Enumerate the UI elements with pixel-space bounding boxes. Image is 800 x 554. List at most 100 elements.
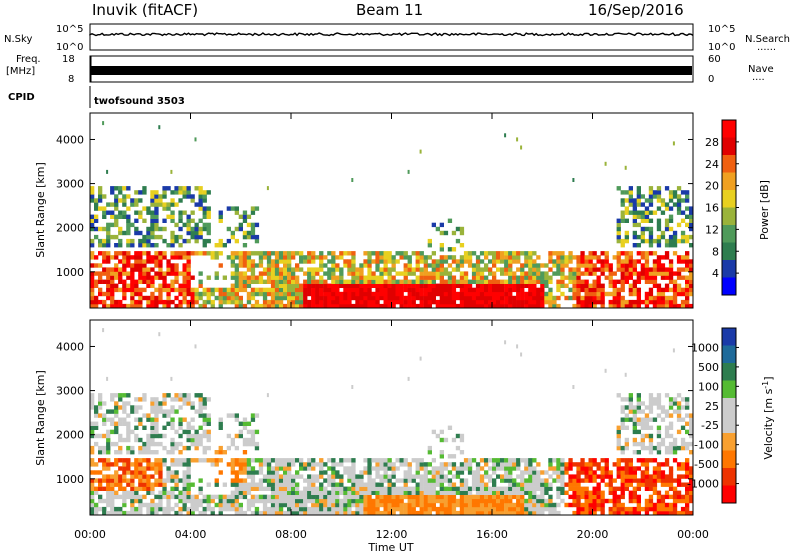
velocity-cell [178,441,183,447]
velocity-cell [391,486,396,491]
velocity-cell [532,474,537,479]
power-cell [274,279,280,284]
velocity-cell [443,494,449,500]
power-cell [479,279,485,284]
velocity-cell [351,478,356,483]
power-cell [636,275,641,280]
power-cell [206,226,211,232]
power-cell [206,295,211,301]
power-cell [512,283,517,288]
power-cell [471,275,477,280]
velocity-cell [447,502,453,508]
velocity-cell [307,486,312,491]
power-cell [102,121,105,126]
velocity-cell [407,466,412,471]
velocity-cell [516,486,521,491]
velocity-cell [371,510,376,516]
velocity-cell [496,506,501,512]
power-cell [234,263,239,268]
power-cell [564,275,569,280]
power-cell [202,226,207,232]
velocity-cell [198,441,203,447]
colorbar-swatch [722,363,736,381]
power-cell [536,291,541,297]
power-cell [142,271,147,276]
velocity-cell [524,498,529,504]
power-cell [632,291,637,297]
power-cell [403,263,408,268]
power-cell [122,267,127,272]
velocity-cell [274,490,280,495]
velocity-cell [238,433,243,439]
velocity-cell [447,486,453,491]
power-cell [158,202,163,207]
power-cell [319,283,324,288]
power-cell [170,169,173,174]
velocity-cell [443,474,449,479]
power-cell [222,295,227,301]
power-cell [114,202,119,207]
velocity-cell [556,494,561,500]
power-cell [138,279,143,284]
power-cell [395,291,400,297]
velocity-cell [407,462,412,467]
power-cell [668,271,674,276]
velocity-cell [672,502,678,508]
velocity-cell [102,474,107,479]
velocity-cell [652,397,658,402]
power-cell [488,271,493,276]
power-cell [118,230,123,236]
power-cell [110,210,115,215]
power-cell [439,279,444,284]
power-cell [660,303,666,309]
velocity-cell [689,433,694,439]
power-cell [186,251,191,256]
power-cell [238,303,243,309]
power-cell [616,279,621,284]
velocity-cell [624,397,629,402]
power-cell [331,259,336,264]
power-cell [90,186,95,191]
power-cell [680,267,686,272]
velocity-cell [206,482,211,487]
power-cell [620,238,625,244]
velocity-cell [170,506,175,512]
power-cell [411,299,416,305]
velocity-cell [475,470,481,475]
velocity-cell [636,417,641,422]
power-cell [419,283,424,288]
velocity-cell [628,470,633,475]
power-cell [624,165,627,170]
power-cell [504,255,509,260]
power-cell [427,238,432,244]
power-cell [359,291,364,297]
velocity-cell [327,494,332,500]
velocity-cell [262,462,268,467]
velocity-cell [315,502,320,508]
power-cell [620,259,625,264]
power-cell [146,230,151,236]
power-cell [94,271,99,276]
velocity-cell [355,478,360,483]
velocity-cell [315,506,320,512]
velocity-cell [584,498,589,504]
power-cell [427,283,432,288]
power-cell [182,271,187,276]
velocity-cell [524,490,529,495]
velocity-cell [435,482,440,487]
velocity-cell [266,478,272,483]
power-cell [319,295,324,301]
velocity-cell [680,445,686,451]
velocity-cell [584,494,589,500]
power-cell [226,226,231,232]
power-cell [331,279,336,284]
velocity-cell [479,486,485,491]
power-cell [628,299,633,305]
power-cell [435,271,440,276]
velocity-cell [134,458,139,463]
velocity-cell [182,417,187,422]
power-cell [311,259,316,264]
velocity-cell [190,482,195,487]
velocity-cell [648,409,654,414]
power-cell [568,271,573,276]
